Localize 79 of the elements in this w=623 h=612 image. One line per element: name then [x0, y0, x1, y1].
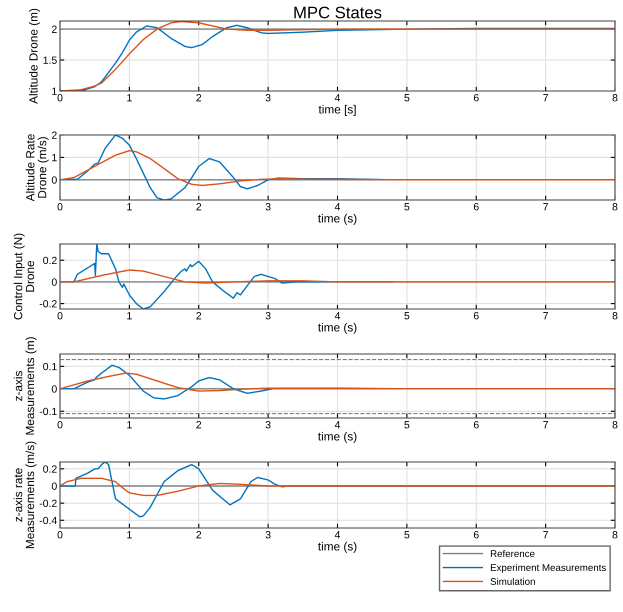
x-tick-label: 0	[58, 421, 62, 428]
y-tick-label: 0.2	[43, 256, 57, 264]
y-tick-label: 0.1	[43, 362, 57, 370]
x-axis-title: time [s]	[318, 104, 356, 116]
x-tick-label: 8	[612, 531, 618, 538]
y-axis-title: Altitude Drone (m)	[28, 8, 40, 104]
x-tick-label: 4	[334, 94, 340, 102]
y-tick-label: 2	[52, 26, 57, 33]
x-tick-label: 2	[196, 94, 202, 102]
x-tick-label: 4	[334, 203, 340, 210]
x-axis-title: time (s)	[318, 542, 356, 553]
x-tick-label: 5	[404, 312, 410, 320]
x-tick-label: 1	[127, 531, 132, 538]
y-tick-label: 1.5	[44, 56, 57, 64]
x-tick-label: 8	[612, 203, 618, 210]
x-tick-label: 7	[543, 421, 548, 428]
x-tick-label: 8	[612, 94, 618, 102]
x-tick-label: 1	[127, 203, 132, 210]
y-axis-title: z-axis rate Measurements (m/s)	[14, 442, 36, 548]
x-tick-label: 1	[127, 312, 132, 320]
y-tick-label: -0.1	[40, 408, 57, 416]
x-tick-label: 6	[474, 531, 479, 538]
chart-title: MPC States	[294, 6, 382, 18]
x-tick-label: 2	[196, 531, 202, 538]
x-tick-label: 6	[474, 421, 479, 428]
x-tick-label: 8	[612, 312, 618, 320]
x-tick-label: 1	[127, 421, 132, 428]
y-tick-label: -0.2	[40, 300, 57, 308]
x-tick-label: 0	[58, 531, 62, 538]
x-tick-label: 0	[58, 94, 62, 102]
y-axis-title: Altitude Rate Drone (m/s)	[26, 134, 49, 202]
x-tick-label: 7	[543, 203, 548, 210]
x-tick-label: 3	[266, 531, 271, 538]
x-tick-label: 7	[543, 312, 548, 320]
y-tick-label: 1	[52, 154, 57, 162]
x-tick-label: 3	[266, 312, 271, 320]
x-tick-label: 5	[404, 421, 410, 428]
x-tick-label: 1	[127, 94, 132, 102]
x-tick-label: 2	[196, 203, 202, 210]
line-series	[60, 150, 615, 186]
x-tick-label: 5	[404, 94, 410, 102]
x-axis-title: time (s)	[318, 214, 356, 225]
y-axis-title: z-axis Measurements (m)	[14, 337, 36, 435]
x-tick-label: 4	[334, 421, 340, 428]
x-tick-label: 3	[266, 421, 271, 428]
line-series	[60, 478, 615, 496]
x-tick-label: 4	[334, 531, 340, 538]
y-tick-label: -0.2	[40, 500, 57, 508]
x-tick-label: 4	[334, 312, 340, 320]
x-tick-label: 0	[58, 312, 62, 320]
y-tick-label: -0.4	[40, 516, 57, 524]
y-tick-label: 0	[52, 278, 57, 286]
x-tick-label: 8	[612, 421, 618, 428]
y-axis-title: Control Input (N) Drone	[14, 234, 34, 320]
y-tick-label: 0	[52, 482, 57, 490]
x-tick-label: 2	[196, 421, 202, 428]
legend-label: Simulation	[490, 578, 535, 585]
y-tick-label: 0.2	[43, 465, 57, 473]
x-axis-title: time (s)	[318, 322, 356, 334]
y-tick-label: 2	[52, 132, 57, 139]
y-tick-label: 0	[52, 176, 57, 184]
legend-label: Experiment Measurements	[490, 564, 606, 573]
x-tick-label: 3	[266, 203, 271, 210]
x-tick-label: 5	[404, 203, 410, 210]
legend-label: Reference	[490, 550, 535, 558]
x-tick-label: 6	[474, 312, 479, 320]
line-series	[60, 269, 615, 284]
x-axis-title: time (s)	[318, 432, 356, 443]
x-tick-label: 0	[58, 203, 62, 210]
x-tick-label: 6	[474, 94, 479, 102]
x-tick-label: 3	[266, 94, 271, 102]
x-tick-label: 5	[404, 531, 410, 538]
x-tick-label: 7	[543, 531, 548, 538]
y-tick-label: 1	[52, 88, 57, 95]
x-tick-label: 7	[543, 94, 548, 102]
x-tick-label: 2	[196, 312, 202, 320]
y-tick-label: 0	[52, 385, 57, 393]
line-series	[60, 372, 615, 392]
x-tick-label: 6	[474, 203, 479, 210]
